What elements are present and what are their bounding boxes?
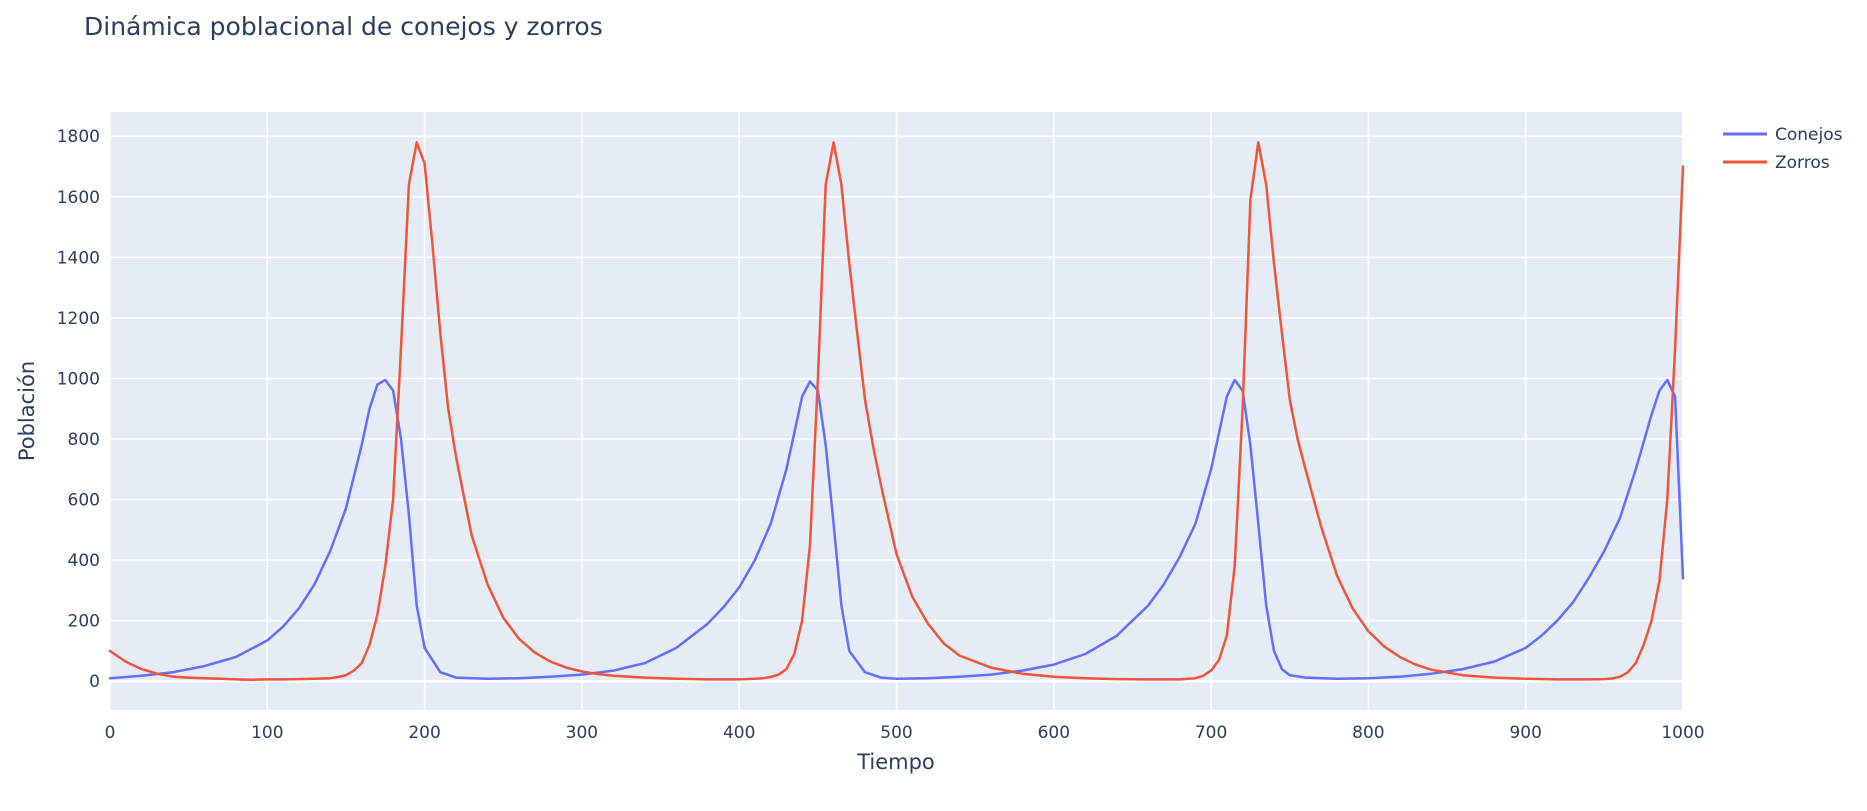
y-axis-title: Población bbox=[15, 361, 39, 461]
y-tick-label: 1000 bbox=[57, 369, 100, 389]
chart-title: Dinámica poblacional de conejos y zorros bbox=[84, 12, 603, 41]
legend[interactable]: Conejos Zorros bbox=[1723, 125, 1843, 173]
y-axis-ticks: 0 200 400 600 800 1000 1200 1400 1600 1800 bbox=[57, 127, 100, 692]
x-tick-label: 600 bbox=[1038, 723, 1070, 743]
x-tick-label: 200 bbox=[408, 723, 440, 743]
legend-item-zorros[interactable]: Zorros bbox=[1723, 153, 1830, 173]
x-tick-label: 700 bbox=[1195, 723, 1227, 743]
y-tick-label: 1800 bbox=[57, 127, 100, 147]
x-tick-label: 1000 bbox=[1661, 723, 1704, 743]
x-tick-label: 300 bbox=[566, 723, 598, 743]
y-tick-label: 800 bbox=[68, 430, 100, 450]
x-grid bbox=[109, 112, 1684, 710]
legend-label-conejos: Conejos bbox=[1775, 125, 1843, 145]
y-tick-label: 1400 bbox=[57, 248, 100, 268]
x-tick-label: 400 bbox=[723, 723, 755, 743]
x-tick-label: 500 bbox=[880, 723, 912, 743]
x-tick-label: 800 bbox=[1352, 723, 1384, 743]
series-line-zorros[interactable] bbox=[108, 141, 1685, 681]
series-layer bbox=[108, 141, 1685, 681]
legend-item-conejos[interactable]: Conejos bbox=[1723, 125, 1843, 145]
y-tick-label: 200 bbox=[68, 612, 100, 632]
x-axis-title: Tiempo bbox=[856, 750, 935, 774]
y-tick-label: 400 bbox=[68, 551, 100, 571]
y-grid bbox=[110, 135, 1683, 683]
y-tick-label: 1200 bbox=[57, 309, 100, 329]
legend-label-zorros: Zorros bbox=[1775, 153, 1830, 173]
x-tick-label: 900 bbox=[1509, 723, 1541, 743]
y-tick-label: 1600 bbox=[57, 188, 100, 208]
y-tick-label: 600 bbox=[68, 491, 100, 511]
x-tick-label: 0 bbox=[105, 723, 116, 743]
y-tick-label: 0 bbox=[89, 672, 100, 692]
x-axis-ticks: 0 100 200 300 400 500 600 700 800 900 1000 bbox=[105, 723, 1705, 743]
x-tick-label: 100 bbox=[251, 723, 283, 743]
